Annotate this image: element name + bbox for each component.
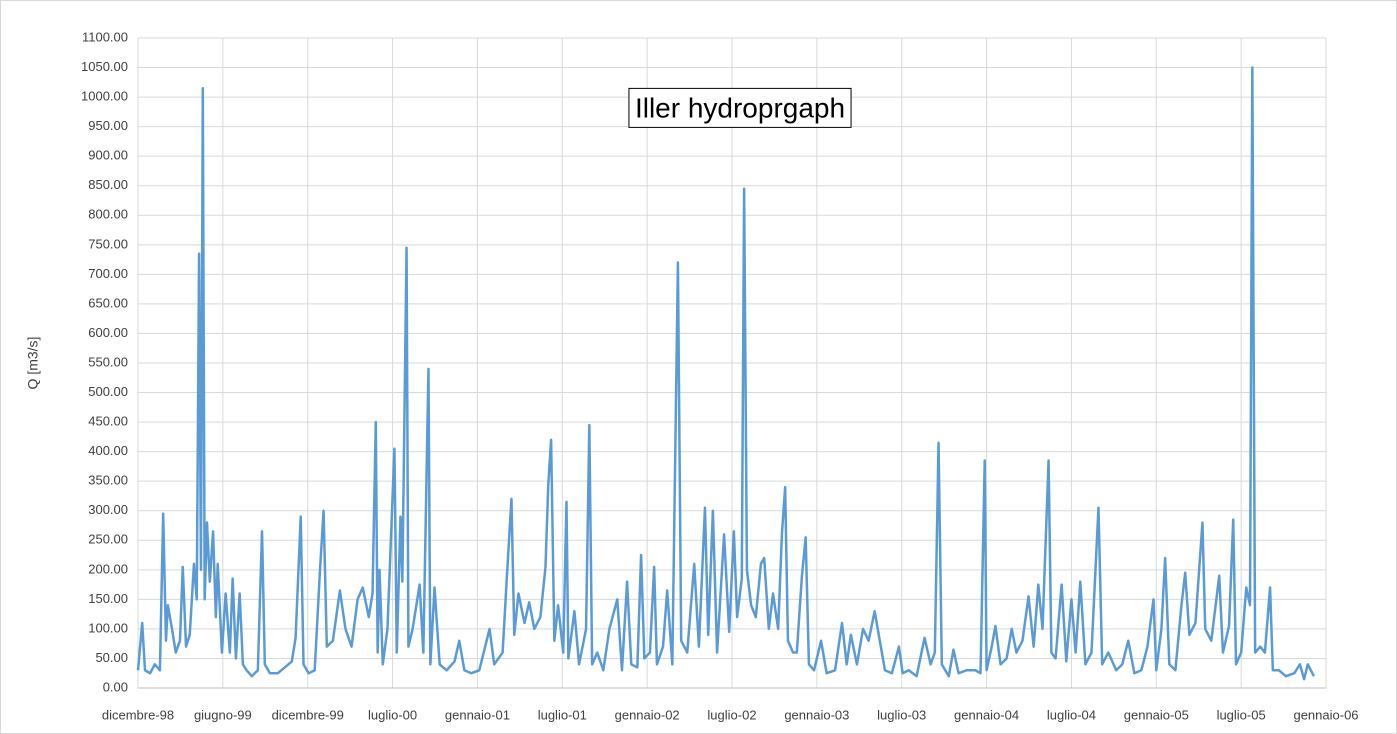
chart-title: Iller hydroprgaph bbox=[635, 92, 845, 123]
x-tick-label: luglio-05 bbox=[1217, 707, 1266, 722]
y-tick-label: 850.00 bbox=[88, 177, 128, 192]
y-axis-label: Q [m3/s] bbox=[25, 337, 41, 390]
x-tick-label: luglio-03 bbox=[877, 707, 926, 722]
y-tick-label: 1000.00 bbox=[81, 89, 128, 104]
y-tick-label: 1100.00 bbox=[82, 29, 128, 44]
y-tick-label: 450.00 bbox=[88, 414, 128, 429]
y-tick-label: 650.00 bbox=[88, 295, 128, 310]
y-tick-label: 750.00 bbox=[88, 236, 128, 251]
y-tick-label: 800.00 bbox=[88, 207, 128, 222]
y-tick-label: 0.00 bbox=[103, 679, 128, 694]
x-tick-label: gennaio-04 bbox=[954, 707, 1019, 722]
y-tick-label: 350.00 bbox=[88, 473, 128, 488]
y-tick-label: 1050.00 bbox=[81, 59, 128, 74]
x-tick-label: gennaio-01 bbox=[445, 707, 510, 722]
x-tick-label: luglio-01 bbox=[538, 707, 587, 722]
x-tick-label: gennaio-02 bbox=[615, 707, 680, 722]
x-tick-label: giugno-99 bbox=[194, 707, 252, 722]
x-tick-label: dicembre-99 bbox=[272, 707, 344, 722]
y-tick-label: 200.00 bbox=[88, 561, 128, 576]
y-tick-label: 700.00 bbox=[88, 266, 128, 281]
x-tick-label: gennaio-03 bbox=[784, 707, 849, 722]
y-tick-label: 100.00 bbox=[88, 620, 128, 635]
x-tick-label: luglio-04 bbox=[1047, 707, 1096, 722]
x-tick-label: dicembre-98 bbox=[102, 707, 174, 722]
y-tick-label: 150.00 bbox=[88, 591, 128, 606]
y-tick-label: 550.00 bbox=[88, 354, 128, 369]
x-tick-label: luglio-02 bbox=[707, 707, 756, 722]
y-tick-label: 250.00 bbox=[88, 532, 128, 547]
y-tick-label: 300.00 bbox=[88, 502, 128, 517]
y-tick-label: 400.00 bbox=[88, 443, 128, 458]
x-tick-label: gennaio-05 bbox=[1124, 707, 1189, 722]
y-tick-label: 600.00 bbox=[88, 325, 128, 340]
y-tick-label: 900.00 bbox=[88, 148, 128, 163]
title-box bbox=[628, 87, 852, 128]
x-tick-label: luglio-00 bbox=[368, 707, 417, 722]
data-line bbox=[136, 66, 1315, 681]
y-tick-label: 50.00 bbox=[95, 650, 128, 665]
y-tick-label: 950.00 bbox=[88, 118, 128, 133]
x-tick-label: gennaio-06 bbox=[1293, 707, 1358, 722]
y-tick-label: 500.00 bbox=[88, 384, 128, 399]
